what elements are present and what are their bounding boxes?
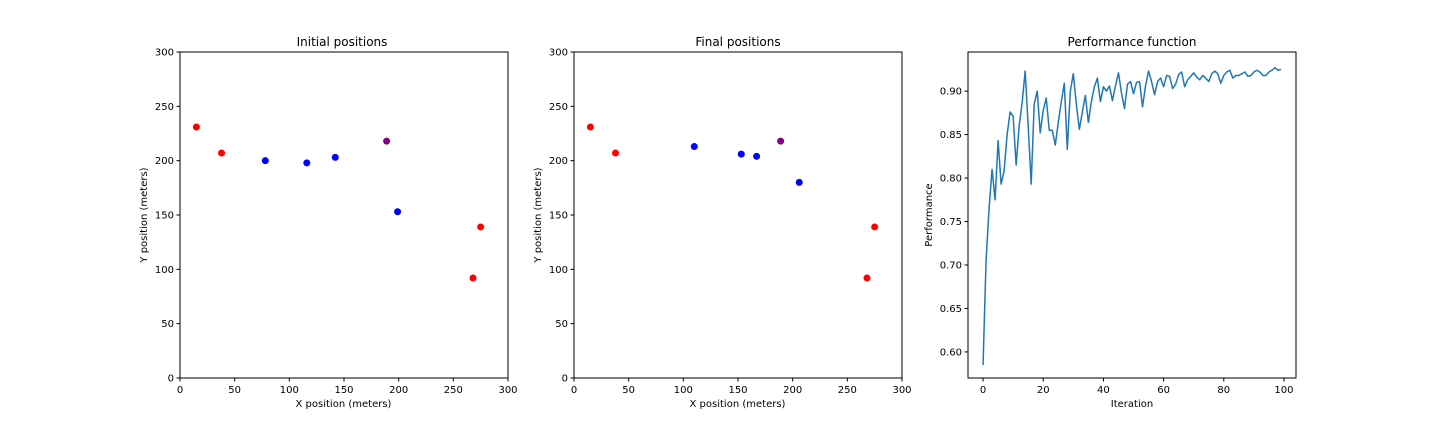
y-tick-label: 0 <box>562 374 568 385</box>
y-axis-label: Y position (meters) <box>139 167 150 263</box>
x-tick-label: 150 <box>728 385 747 396</box>
y-tick-label: 0.90 <box>940 87 962 98</box>
data-point <box>690 143 698 151</box>
data-points <box>192 123 485 282</box>
data-point <box>477 223 485 231</box>
data-point <box>383 137 391 145</box>
data-point <box>586 123 594 131</box>
data-point <box>795 178 803 186</box>
data-point <box>777 137 785 145</box>
x-tick-label: 100 <box>1274 385 1293 396</box>
x-tick-label: 60 <box>1157 385 1170 396</box>
chart-title: Final positions <box>695 35 780 49</box>
x-tick-label: 80 <box>1217 385 1230 396</box>
chart-title: Initial positions <box>297 35 388 49</box>
x-tick-label: 100 <box>674 385 693 396</box>
x-axis-label: X position (meters) <box>296 399 392 410</box>
y-tick-label: 0.60 <box>940 347 962 358</box>
x-tick-label: 0 <box>177 385 183 396</box>
y-tick-label: 50 <box>555 319 568 330</box>
y-tick-label: 300 <box>549 48 568 59</box>
y-tick-label: 100 <box>155 265 174 276</box>
y-tick-label: 0.85 <box>940 130 962 141</box>
performance-series-line <box>982 66 1282 365</box>
y-tick-label: 50 <box>161 319 174 330</box>
data-point <box>261 157 269 165</box>
y-tick-label: 200 <box>155 156 174 167</box>
y-tick-label: 0.80 <box>940 174 962 185</box>
x-axis-label: X position (meters) <box>690 399 786 410</box>
x-tick-label: 50 <box>622 385 635 396</box>
x-tick-label: 100 <box>280 385 299 396</box>
x-tick-label: 0 <box>571 385 577 396</box>
plot-frame <box>967 51 1297 379</box>
x-tick-label: 300 <box>892 385 911 396</box>
y-tick-label: 250 <box>549 102 568 113</box>
x-tick-label: 300 <box>498 385 517 396</box>
final-positions-panel: Final positions X position (meters) Y po… <box>533 35 912 410</box>
y-axis-label: Performance <box>924 183 935 246</box>
y-axis-label: Y position (meters) <box>533 167 544 263</box>
x-tick-label: 0 <box>980 385 986 396</box>
x-tick-label: 250 <box>838 385 857 396</box>
x-tick-label: 200 <box>389 385 408 396</box>
y-tick-label: 0 <box>168 374 174 385</box>
data-point <box>331 153 339 161</box>
data-point <box>863 274 871 282</box>
axis-ticks: 0 50 100 150 200 250 300 0 50 100 150 200 250 300 <box>549 48 912 397</box>
y-tick-label: 200 <box>549 156 568 167</box>
x-axis-label: Iteration <box>1111 399 1153 410</box>
y-tick-label: 250 <box>155 102 174 113</box>
plot-frame <box>573 51 903 379</box>
initial-positions-panel: Initial positions X position (meters) Y … <box>139 35 518 410</box>
y-tick-label: 300 <box>155 48 174 59</box>
data-point <box>871 223 879 231</box>
x-tick-label: 20 <box>1037 385 1050 396</box>
data-point <box>303 159 311 167</box>
data-point <box>469 274 477 282</box>
data-point <box>192 123 200 131</box>
data-point <box>394 208 402 216</box>
x-tick-label: 40 <box>1097 385 1110 396</box>
y-tick-label: 100 <box>549 265 568 276</box>
y-tick-label: 0.75 <box>940 217 962 228</box>
data-point <box>753 152 761 160</box>
data-line <box>982 66 1282 365</box>
data-point <box>218 149 226 157</box>
x-tick-label: 200 <box>783 385 802 396</box>
data-point <box>612 149 620 157</box>
data-point <box>737 150 745 158</box>
x-tick-label: 50 <box>228 385 241 396</box>
performance-panel: Performance function Iteration Performan… <box>924 35 1297 410</box>
x-tick-label: 250 <box>444 385 463 396</box>
x-tick-label: 150 <box>334 385 353 396</box>
y-tick-label: 0.65 <box>940 304 962 315</box>
axis-ticks: 0 20 40 60 80 100 0.60 0.65 0.70 0.75 0.80 0.85 0.90 <box>940 87 1294 396</box>
data-points <box>586 123 879 282</box>
y-tick-label: 150 <box>155 211 174 222</box>
plot-frame <box>179 51 509 379</box>
y-tick-label: 150 <box>549 211 568 222</box>
chart-title: Performance function <box>1068 35 1197 49</box>
axis-ticks: 0 50 100 150 200 250 300 0 50 100 150 200 250 300 <box>155 48 518 397</box>
y-tick-label: 0.70 <box>940 260 962 271</box>
